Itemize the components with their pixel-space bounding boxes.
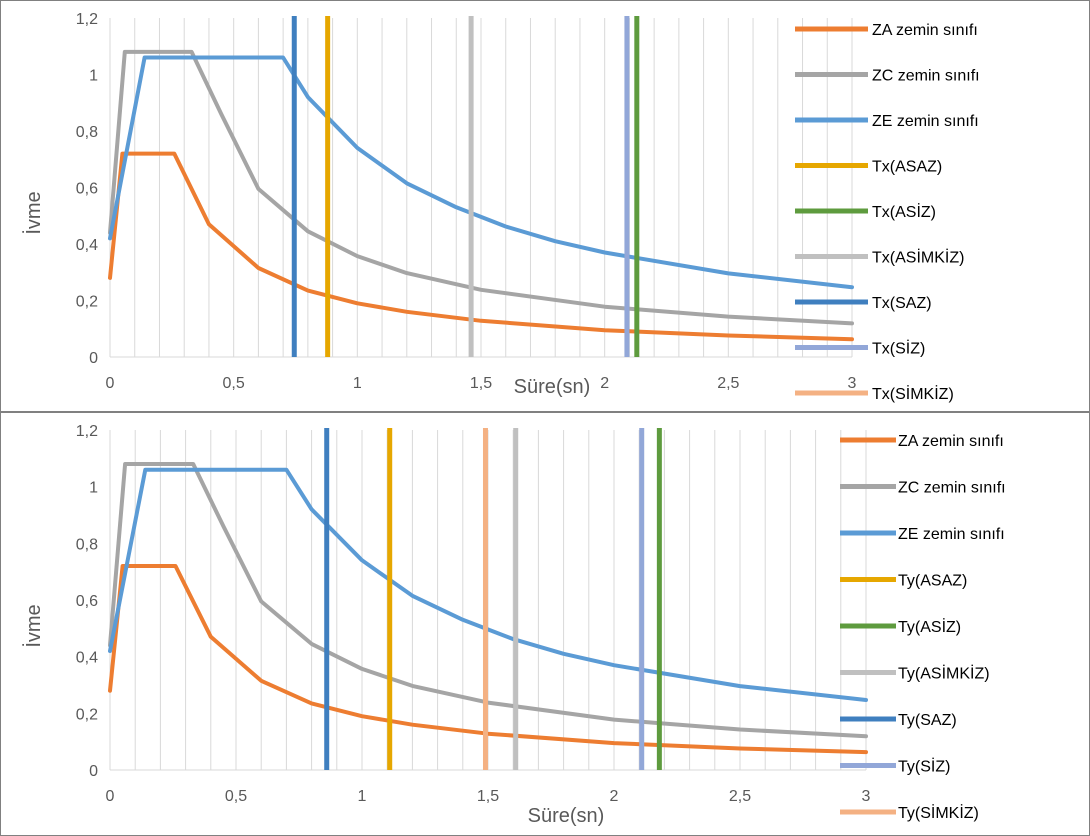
x-tick-label: 1 <box>358 788 367 805</box>
y-tick-label: 1 <box>89 480 98 497</box>
x-tick-label: 0,5 <box>223 375 245 392</box>
x-axis-title: Süre(sn) <box>528 805 605 827</box>
y-tick-label: 1,2 <box>76 423 98 440</box>
y-tick-label: 0 <box>89 763 98 780</box>
legend-label: Ty(ASİZ) <box>898 617 961 636</box>
y-tick-label: 0,4 <box>76 650 98 667</box>
y-axis-title: İvme <box>22 191 45 234</box>
y-tick-label: 1 <box>89 68 98 85</box>
y-tick-label: 0,8 <box>76 536 98 553</box>
legend-label: ZA zemin sınıfı <box>872 22 978 39</box>
legend-label: Tx(ASİZ) <box>872 202 936 221</box>
legend-label: Tx(SAZ) <box>872 295 932 312</box>
x-tick-label: 1 <box>353 375 362 392</box>
chart-panel-bottom: 0 0,5 1 1,5 2 2,5 3 0 0,2 0,4 0,6 0,8 1 1,2 Süre(sn)… <box>0 412 1090 836</box>
series-line <box>108 462 868 739</box>
plot-marks <box>108 428 868 770</box>
y-tick-label: 0 <box>89 350 98 367</box>
legend: ZA zemin sınıfı ZC zemin sınıfı ZE zemin s… <box>795 22 980 403</box>
y-tick-labels: 0 0,2 0,4 0,6 0,8 1 1,2 <box>76 11 98 367</box>
y-tick-label: 0,6 <box>76 181 98 198</box>
legend-label: Ty(ASİMKİZ) <box>898 664 990 683</box>
y-tick-label: 1,2 <box>76 11 98 28</box>
y-tick-label: 0,2 <box>76 706 98 723</box>
legend-label: Tx(ASAZ) <box>872 159 942 176</box>
x-tick-label: 3 <box>848 375 857 392</box>
legend-label: Ty(SİZ) <box>898 757 950 776</box>
x-tick-label: 2 <box>610 788 619 805</box>
legend-label: Ty(SAZ) <box>898 712 957 729</box>
legend: ZA zemin sınıfı ZC zemin sınıfı ZE zemin s… <box>840 433 1006 822</box>
x-tick-label: 1,5 <box>470 375 492 392</box>
x-tick-label: 0,5 <box>225 788 247 805</box>
legend-label: Tx(ASİMKİZ) <box>872 248 964 267</box>
chart-panel-top: 0 0,5 1 1,5 2 2,5 3 0 0,2 0,4 0,6 0,8 1 1,2 Süre(sn)… <box>0 0 1090 412</box>
legend-label: Ty(ASAZ) <box>898 573 967 590</box>
x-axis-title: Süre(sn) <box>514 376 591 398</box>
legend-label: ZC zemin sınıfı <box>872 68 980 85</box>
x-tick-label: 0 <box>106 788 115 805</box>
legend-label: ZA zemin sınıfı <box>898 433 1004 450</box>
series-line <box>108 564 868 755</box>
y-tick-label: 0,6 <box>76 593 98 610</box>
legend-label: Ty(SİMKİZ) <box>898 803 979 822</box>
y-tick-labels: 0 0,2 0,4 0,6 0,8 1 1,2 <box>76 423 98 780</box>
y-axis-title: İvme <box>22 604 45 647</box>
x-tick-label: 2,5 <box>729 788 751 805</box>
plot-marks <box>108 16 854 357</box>
x-tick-labels: 0 0,5 1 1,5 2 2,5 3 <box>106 375 857 392</box>
x-tick-label: 0 <box>106 375 115 392</box>
x-tick-label: 1,5 <box>477 788 499 805</box>
y-tick-label: 0,2 <box>76 294 98 311</box>
series-line <box>108 467 868 702</box>
legend-label: ZC zemin sınıfı <box>898 480 1006 497</box>
legend-label: Tx(SİMKİZ) <box>872 384 954 403</box>
x-tick-label: 2,5 <box>717 375 739 392</box>
legend-label: Tx(SİZ) <box>872 339 925 358</box>
legend-label: ZE zemin sınıfı <box>872 113 979 130</box>
x-tick-labels: 0 0,5 1 1,5 2 2,5 3 <box>106 788 871 805</box>
y-tick-label: 0,8 <box>76 124 98 141</box>
grid-lines <box>109 18 853 358</box>
x-tick-label: 3 <box>862 788 871 805</box>
y-tick-label: 0,4 <box>76 237 98 254</box>
legend-label: ZE zemin sınıfı <box>898 526 1005 543</box>
x-tick-label: 2 <box>600 375 609 392</box>
